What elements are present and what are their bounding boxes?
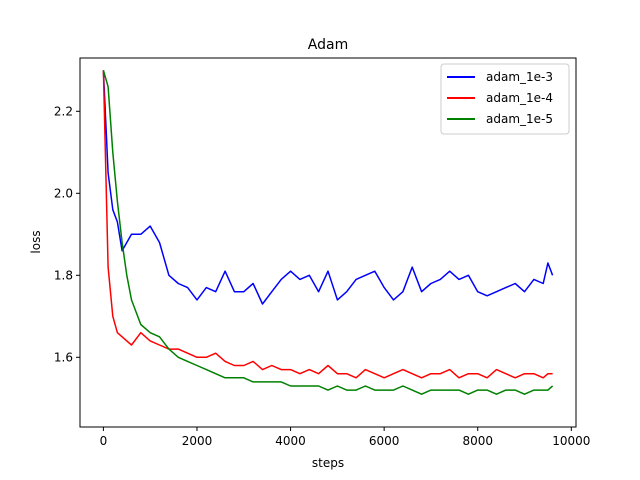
legend-label-1: adam_1e-4 xyxy=(486,91,553,105)
x-tick-label: 8000 xyxy=(462,434,493,448)
y-tick-label: 2.0 xyxy=(54,186,73,200)
y-tick-label: 1.8 xyxy=(54,268,73,282)
x-tick-label: 4000 xyxy=(275,434,306,448)
y-axis-label: loss xyxy=(29,230,43,253)
x-tick-label: 2000 xyxy=(182,434,213,448)
y-tick-label: 2.2 xyxy=(54,104,73,118)
x-tick-label: 0 xyxy=(100,434,108,448)
legend-box xyxy=(440,63,570,135)
x-tick-label: 10000 xyxy=(552,434,590,448)
chart-title: Adam xyxy=(308,37,348,53)
x-tick-label: 6000 xyxy=(369,434,400,448)
y-axis: 1.6 1.8 2.0 2.2 xyxy=(54,104,80,364)
legend-label-2: adam_1e-5 xyxy=(486,112,553,126)
series-line-0 xyxy=(102,70,554,305)
plot-area-frame xyxy=(79,57,577,428)
legend-label-0: adam_1e-3 xyxy=(486,70,553,84)
series-line-2 xyxy=(102,70,554,395)
series-layer xyxy=(102,70,554,395)
x-axis-label: steps xyxy=(312,456,344,470)
series-line-1 xyxy=(102,70,553,379)
x-axis: 0 2000 4000 6000 8000 10000 xyxy=(100,427,590,448)
legend: adam_1e-3 adam_1e-4 adam_1e-5 xyxy=(440,63,570,135)
y-tick-label: 1.6 xyxy=(54,350,73,364)
